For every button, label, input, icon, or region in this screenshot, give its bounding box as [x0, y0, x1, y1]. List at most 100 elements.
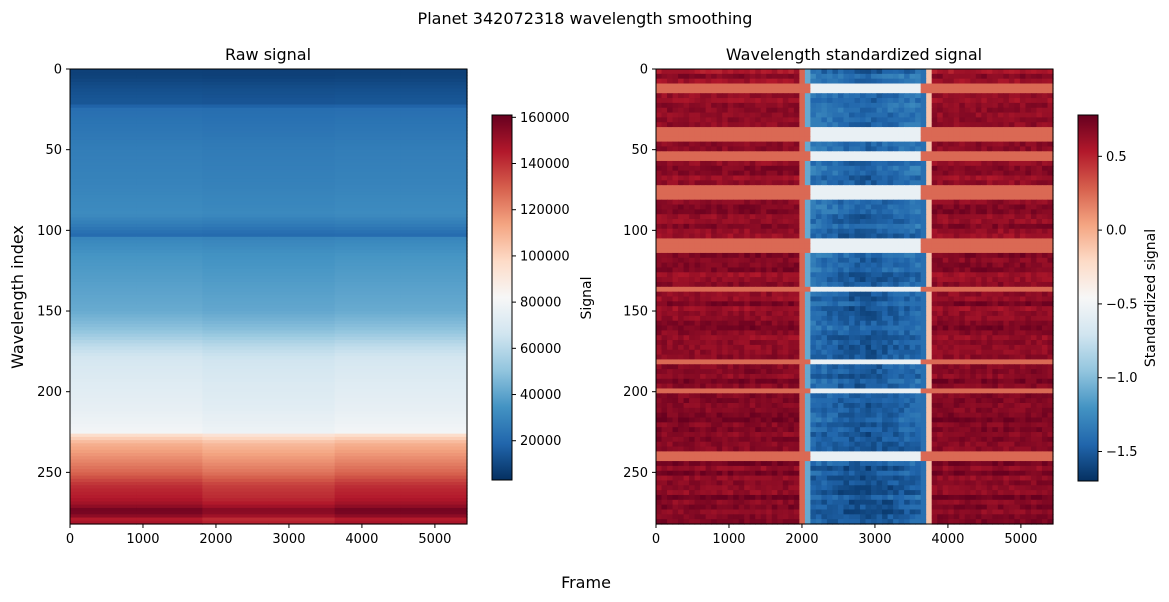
heatmap-cell: [667, 117, 674, 123]
heatmap-cell: [986, 223, 993, 230]
heatmap-cell: [689, 78, 696, 85]
heatmap-cell: [810, 286, 817, 293]
heatmap-cell: [268, 356, 336, 361]
heatmap-cell: [678, 286, 685, 293]
heatmap-cell: [1014, 117, 1021, 123]
heatmap-cell: [926, 165, 933, 172]
heatmap-cell: [694, 190, 701, 196]
heatmap-cell: [799, 209, 806, 215]
heatmap-cell: [694, 209, 701, 215]
heatmap-cell: [700, 165, 707, 172]
heatmap-cell: [738, 78, 745, 85]
heatmap-cell: [70, 446, 137, 451]
heatmap-cell: [931, 199, 938, 206]
heatmap-cell: [760, 141, 767, 148]
heatmap-cell: [656, 223, 663, 230]
heatmap-cell: [837, 243, 845, 249]
heatmap-cell: [948, 83, 955, 89]
heatmap-cell: [959, 107, 966, 114]
heatmap-cell: [1008, 335, 1015, 341]
heatmap-cell: [733, 204, 740, 210]
heatmap-cell: [848, 151, 856, 157]
heatmap-cell: [854, 286, 861, 293]
heatmap-cell: [1025, 248, 1032, 254]
heatmap-cell: [1036, 214, 1043, 220]
heatmap-cell: [1025, 238, 1032, 244]
heatmap-cell: [882, 243, 889, 249]
heatmap-cell: [964, 281, 971, 288]
heatmap-cell: [722, 175, 729, 181]
heatmap-cell: [920, 262, 927, 269]
heatmap-cell: [909, 233, 916, 240]
heatmap-cell: [667, 102, 674, 109]
heatmap-cell: [860, 204, 867, 210]
heatmap-cell: [656, 117, 663, 123]
heatmap-cell: [667, 69, 674, 75]
heatmap-cell: [1041, 335, 1049, 341]
heatmap-cell: [70, 314, 137, 319]
heatmap-cell: [70, 285, 137, 290]
heatmap-cell: [678, 306, 685, 312]
heatmap-cell: [400, 117, 468, 122]
heatmap-cell: [893, 325, 900, 331]
heatmap-cell: [871, 185, 878, 191]
heatmap-cell: [755, 194, 762, 201]
heatmap-cell: [268, 404, 336, 409]
heatmap-cell: [656, 243, 663, 249]
heatmap-cell: [920, 248, 927, 254]
heatmap-cell: [705, 335, 712, 341]
heatmap-cell: [771, 156, 778, 162]
figure-suptitle: Planet 342072318 wavelength smoothing: [418, 9, 753, 28]
heatmap-cell: [749, 199, 756, 206]
heatmap-cell: [1014, 281, 1021, 288]
heatmap-cell: [683, 180, 690, 186]
heatmap-cell: [815, 156, 823, 162]
heatmap-cell: [202, 343, 270, 348]
heatmap-cell: [937, 180, 944, 186]
heatmap-cell: [771, 330, 778, 336]
heatmap-cell: [202, 146, 270, 151]
heatmap-cell: [986, 320, 993, 327]
heatmap-cell: [711, 267, 718, 273]
heatmap-cell: [887, 248, 894, 254]
heatmap-cell: [942, 141, 949, 148]
heatmap-cell: [777, 267, 784, 273]
heatmap-cell: [788, 165, 795, 172]
heatmap-cell: [334, 69, 402, 73]
heatmap-cell: [837, 325, 845, 331]
heatmap-cell: [882, 301, 889, 307]
heatmap-cell: [832, 122, 839, 128]
heatmap-cell: [771, 170, 778, 177]
heatmap-cell: [970, 136, 977, 143]
heatmap-cell: [992, 73, 999, 80]
heatmap-cell: [661, 165, 668, 172]
heatmap-cell: [992, 306, 999, 312]
heatmap-cell: [334, 375, 402, 380]
heatmap-cell: [705, 248, 712, 254]
heatmap-cell: [202, 443, 270, 448]
y-tick-label: 200: [37, 385, 62, 400]
heatmap-cell: [975, 277, 982, 283]
heatmap-cell: [788, 141, 795, 148]
heatmap-cell: [678, 291, 685, 298]
heatmap-cell: [202, 152, 270, 157]
heatmap-cell: [782, 315, 789, 322]
heatmap-cell: [268, 249, 336, 254]
heatmap-cell: [821, 93, 828, 99]
heatmap-cell: [997, 340, 1004, 346]
heatmap-cell: [738, 325, 745, 331]
heatmap-cell: [760, 306, 767, 312]
heatmap-cell: [826, 204, 834, 210]
heatmap-cell: [760, 175, 767, 181]
heatmap-cell: [810, 102, 817, 109]
heatmap-cell: [678, 330, 685, 336]
heatmap-cell: [400, 385, 468, 390]
heatmap-cell: [202, 256, 270, 260]
heatmap-cell: [722, 204, 729, 210]
heatmap-cell: [970, 238, 977, 244]
heatmap-cell: [70, 243, 137, 248]
heatmap-cell: [837, 122, 845, 128]
heatmap-cell: [992, 131, 999, 138]
heatmap-cell: [400, 327, 468, 331]
heatmap-cell: [981, 185, 988, 191]
